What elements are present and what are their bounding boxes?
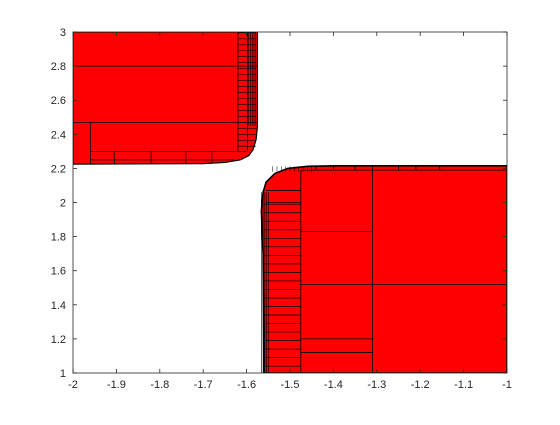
x-tick-label: -1.5 [281,379,300,391]
y-axis: 1 1.2 1.4 1.6 1.8 2 2.2 2.4 2.6 2.8 3 [51,27,507,380]
y-tick-label: 2.8 [51,61,66,73]
x-tick-label: -1.3 [367,379,386,391]
y-tick-label: 1.8 [51,232,66,244]
x-tick-label: -1.9 [107,379,126,391]
x-tick-label: -1.1 [454,379,473,391]
y-tick-label: 1.6 [51,266,66,278]
x-tick-label: -1 [502,379,512,391]
y-tick-label: 3 [60,27,66,39]
y-tick-label: 1.4 [51,300,66,312]
region-upper-left [73,32,259,165]
x-tick-label: -1.8 [150,379,169,391]
x-tick-label: -2 [68,379,78,391]
x-tick-label: -1.4 [324,379,343,391]
x-tick-label: -1.7 [194,379,213,391]
y-tick-label: 2.4 [51,129,66,141]
y-tick-label: 1 [60,368,66,380]
y-tick-label: 2 [60,198,66,210]
x-axis: -2 -1.9 -1.8 -1.7 -1.6 -1.5 -1.4 -1.3 -1.2 -1.1 -1 [68,32,512,391]
filled-regions [73,32,507,373]
x-tick-label: -1.6 [237,379,256,391]
y-tick-label: 2.6 [51,95,66,107]
y-tick-label: 1.2 [51,334,66,346]
region-lower-right [260,165,507,373]
y-tick-label: 2.2 [51,163,66,175]
x-tick-label: -1.2 [411,379,430,391]
